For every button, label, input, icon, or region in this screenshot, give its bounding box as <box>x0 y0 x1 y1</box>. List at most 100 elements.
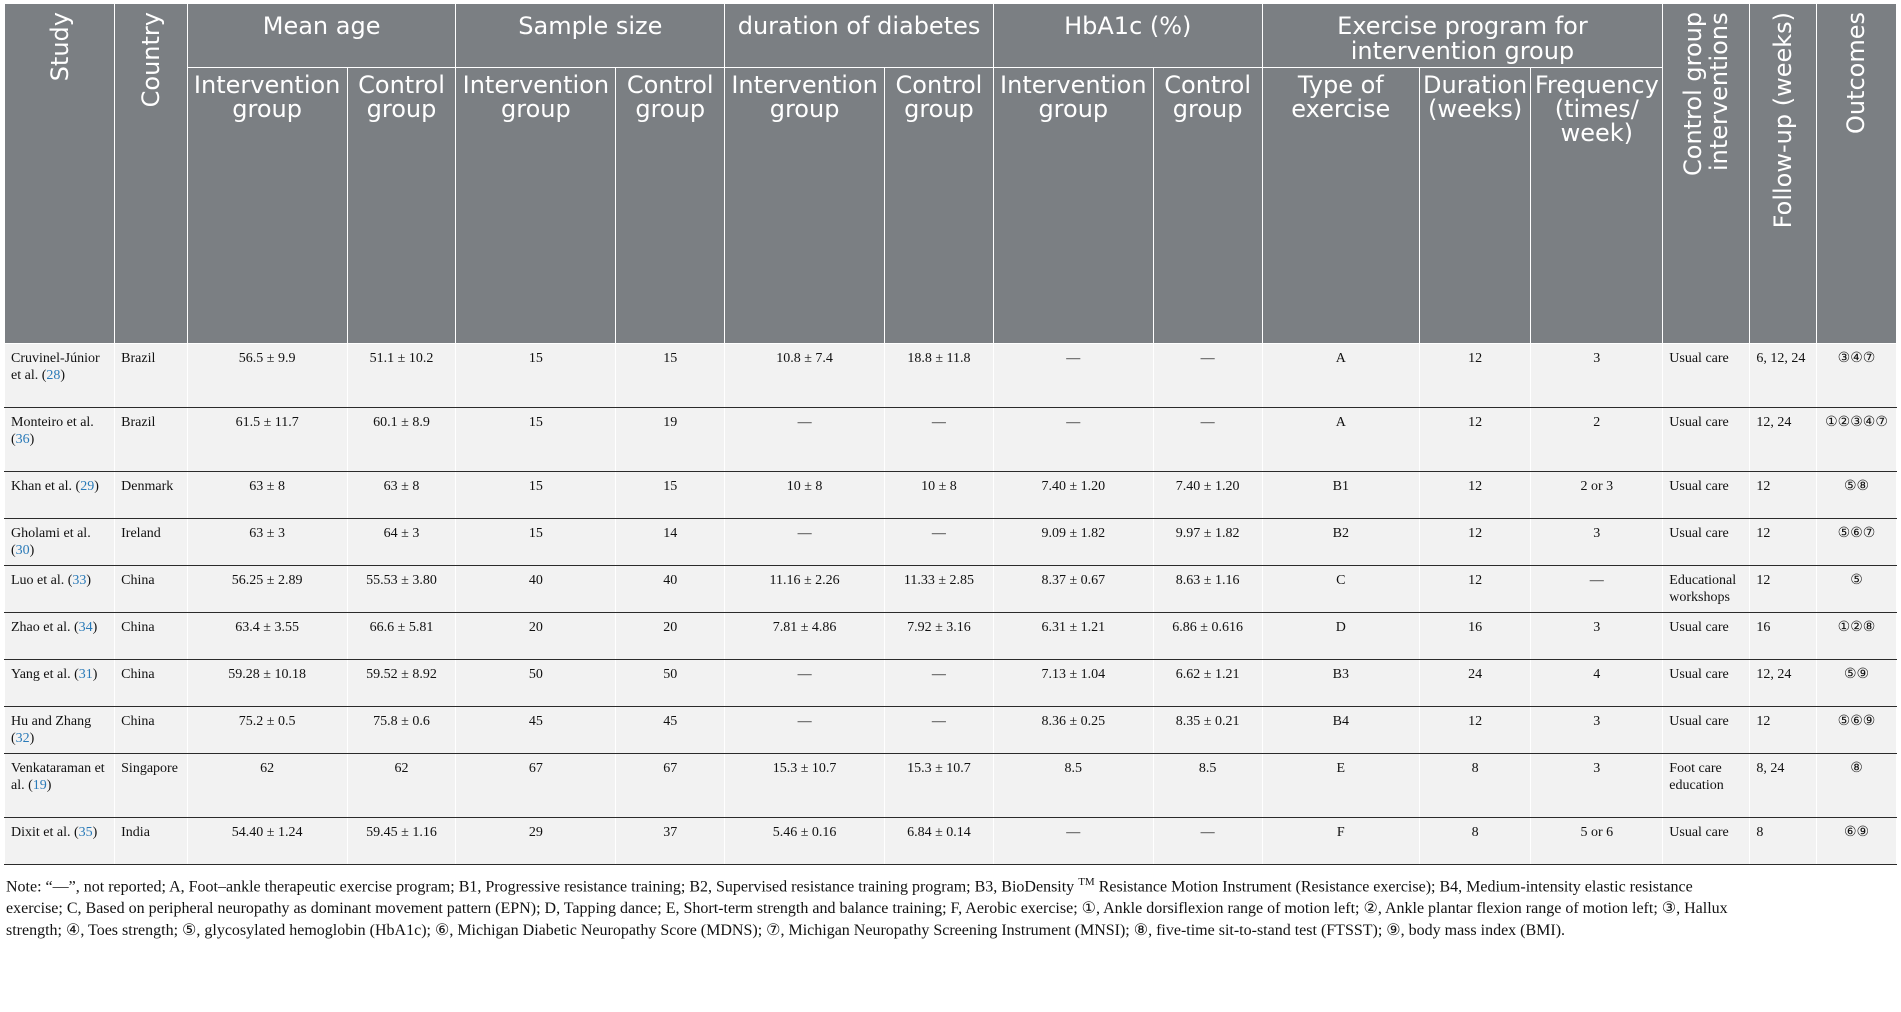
duration-control-cell: — <box>883 659 994 707</box>
country-cell: Singapore <box>114 753 188 818</box>
follow-up-cell: 8, 24 <box>1749 753 1817 818</box>
age-control-cell: 60.1 ± 8.9 <box>346 407 457 472</box>
hba1c-control-cell: 6.86 ± 0.616 <box>1152 612 1263 660</box>
reference-link[interactable]: 34 <box>78 620 93 635</box>
hba1c-intervention-cell: 8.5 <box>992 753 1154 818</box>
n-intervention-cell: 20 <box>455 612 617 660</box>
duration-control-cell: 15.3 ± 10.7 <box>883 753 994 818</box>
duration-intervention-cell: 7.81 ± 4.86 <box>724 612 885 660</box>
reference-link[interactable]: 29 <box>80 479 95 494</box>
duration-intervention-cell: — <box>724 407 885 472</box>
table-row: Khan et al. (29) Denmark 63 ± 8 63 ± 8 15 15 1… <box>3 471 1898 519</box>
study-cell: Yang et al. (31) <box>3 659 116 707</box>
header-duration-diabetes: duration of diabetes <box>724 2 994 69</box>
hba1c-intervention-cell: 7.40 ± 1.20 <box>992 471 1154 519</box>
duration-intervention-cell: 10.8 ± 7.4 <box>724 343 885 408</box>
exercise-type-cell: D <box>1261 612 1420 660</box>
duration-intervention-cell: — <box>724 518 885 566</box>
table-row: Monteiro et al. (36) Brazil 61.5 ± 11.7 60.… <box>3 407 1898 472</box>
exercise-duration-cell: 8 <box>1418 817 1532 865</box>
note-line-1: Note: “—”, not reported; A, Foot–ankle t… <box>6 876 1693 896</box>
exercise-duration-cell: 12 <box>1418 407 1532 472</box>
exercise-type-cell: B4 <box>1261 706 1420 754</box>
header-frequency: Frequency (times/ week) <box>1530 67 1664 344</box>
n-control-cell: 15 <box>615 343 726 408</box>
studies-table: Study Country Mean age Sample size durat… <box>3 2 1898 865</box>
hba1c-control-cell: 8.63 ± 1.16 <box>1152 565 1263 613</box>
exercise-duration-cell: 24 <box>1418 659 1532 707</box>
reference-link[interactable]: 36 <box>15 432 30 447</box>
follow-up-cell: 8 <box>1749 817 1817 865</box>
hba1c-control-cell: 8.35 ± 0.21 <box>1152 706 1263 754</box>
exercise-duration-cell: 12 <box>1418 343 1532 408</box>
n-control-cell: 45 <box>615 706 726 754</box>
country-cell: Ireland <box>114 518 188 566</box>
follow-up-cell: 12 <box>1749 565 1817 613</box>
header-control-interventions: Control group interventions <box>1662 3 1751 344</box>
hba1c-control-cell: — <box>1152 407 1263 472</box>
age-intervention-cell: 56.5 ± 9.9 <box>186 343 348 408</box>
header-study: Study <box>3 3 116 344</box>
exercise-duration-cell: 12 <box>1418 471 1532 519</box>
hba1c-control-cell: 8.5 <box>1152 753 1263 818</box>
reference-link[interactable]: 19 <box>32 778 47 793</box>
frequency-cell: 3 <box>1530 753 1664 818</box>
header-hba-control: Control group <box>1152 67 1263 344</box>
table-row: Luo et al. (33) China 56.25 ± 2.89 55.53 ± … <box>3 565 1898 613</box>
age-intervention-cell: 56.25 ± 2.89 <box>186 565 348 613</box>
age-control-cell: 59.45 ± 1.16 <box>346 817 457 865</box>
header-duration-weeks: Duration (weeks) <box>1418 67 1532 344</box>
exercise-type-cell: A <box>1261 407 1420 472</box>
age-control-cell: 66.6 ± 5.81 <box>346 612 457 660</box>
age-intervention-cell: 63 ± 3 <box>186 518 348 566</box>
reference-link[interactable]: 31 <box>78 667 93 682</box>
hba1c-intervention-cell: 9.09 ± 1.82 <box>992 518 1154 566</box>
frequency-cell: — <box>1530 565 1664 613</box>
control-intervention-cell: Usual care <box>1662 817 1751 865</box>
n-control-cell: 40 <box>615 565 726 613</box>
duration-intervention-cell: 5.46 ± 0.16 <box>724 817 885 865</box>
outcomes-cell: ①②③④⑦ <box>1815 407 1898 472</box>
age-control-cell: 63 ± 8 <box>346 471 457 519</box>
reference-link[interactable]: 35 <box>78 825 93 840</box>
follow-up-cell: 12 <box>1749 518 1817 566</box>
study-cell: Venkataraman et al. (19) <box>3 753 116 818</box>
duration-intervention-cell: — <box>724 659 885 707</box>
header-country: Country <box>114 3 188 344</box>
duration-control-cell: 11.33 ± 2.85 <box>883 565 994 613</box>
reference-link[interactable]: 30 <box>15 543 30 558</box>
table-body: Cruvinel-Júnior et al. (28) Brazil 56.5 ± … <box>3 343 1898 865</box>
reference-link[interactable]: 28 <box>46 368 61 383</box>
age-control-cell: 59.52 ± 8.92 <box>346 659 457 707</box>
country-cell: Brazil <box>114 343 188 408</box>
control-intervention-cell: Foot care education <box>1662 753 1751 818</box>
outcomes-cell: ⑤⑨ <box>1815 659 1898 707</box>
age-control-cell: 55.53 ± 3.80 <box>346 565 457 613</box>
trademark-superscript: TM <box>1078 876 1095 888</box>
n-intervention-cell: 29 <box>455 817 617 865</box>
age-intervention-cell: 62 <box>186 753 348 818</box>
control-intervention-cell: Usual care <box>1662 407 1751 472</box>
study-cell: Luo et al. (33) <box>3 565 116 613</box>
hba1c-intervention-cell: 6.31 ± 1.21 <box>992 612 1154 660</box>
frequency-cell: 3 <box>1530 518 1664 566</box>
outcomes-cell: ⑤⑥⑦ <box>1815 518 1898 566</box>
n-control-cell: 67 <box>615 753 726 818</box>
study-cell: Khan et al. (29) <box>3 471 116 519</box>
reference-link[interactable]: 32 <box>15 731 30 746</box>
n-intervention-cell: 67 <box>455 753 617 818</box>
frequency-cell: 3 <box>1530 612 1664 660</box>
duration-control-cell: 18.8 ± 11.8 <box>883 343 994 408</box>
table-container: Study Country Mean age Sample size durat… <box>3 2 1898 942</box>
duration-control-cell: — <box>883 706 994 754</box>
outcomes-cell: ⑥⑨ <box>1815 817 1898 865</box>
hba1c-control-cell: 7.40 ± 1.20 <box>1152 471 1263 519</box>
n-intervention-cell: 15 <box>455 343 617 408</box>
exercise-duration-cell: 12 <box>1418 518 1532 566</box>
note-line-3: strength; ④, Toes strength; ⑤, glycosyla… <box>6 922 1566 940</box>
reference-link[interactable]: 33 <box>72 573 87 588</box>
table-row: Gholami et al. (30) Ireland 63 ± 3 64 ± 3 15… <box>3 518 1898 566</box>
follow-up-cell: 16 <box>1749 612 1817 660</box>
hba1c-control-cell: 6.62 ± 1.21 <box>1152 659 1263 707</box>
header-follow-up: Follow-up (weeks) <box>1749 3 1817 344</box>
